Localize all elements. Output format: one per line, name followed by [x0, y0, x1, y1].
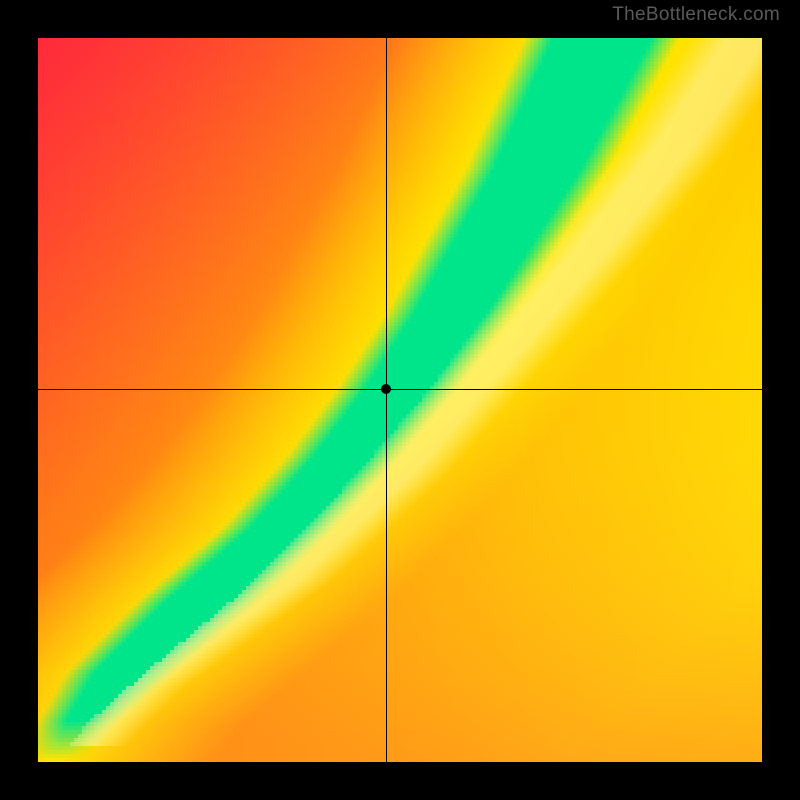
crosshair-horizontal — [38, 389, 762, 390]
crosshair-vertical — [386, 38, 387, 762]
heatmap-plot — [38, 38, 762, 762]
marker-point — [381, 384, 391, 394]
heatmap-canvas — [38, 38, 762, 762]
watermark-text: TheBottleneck.com — [612, 4, 780, 26]
